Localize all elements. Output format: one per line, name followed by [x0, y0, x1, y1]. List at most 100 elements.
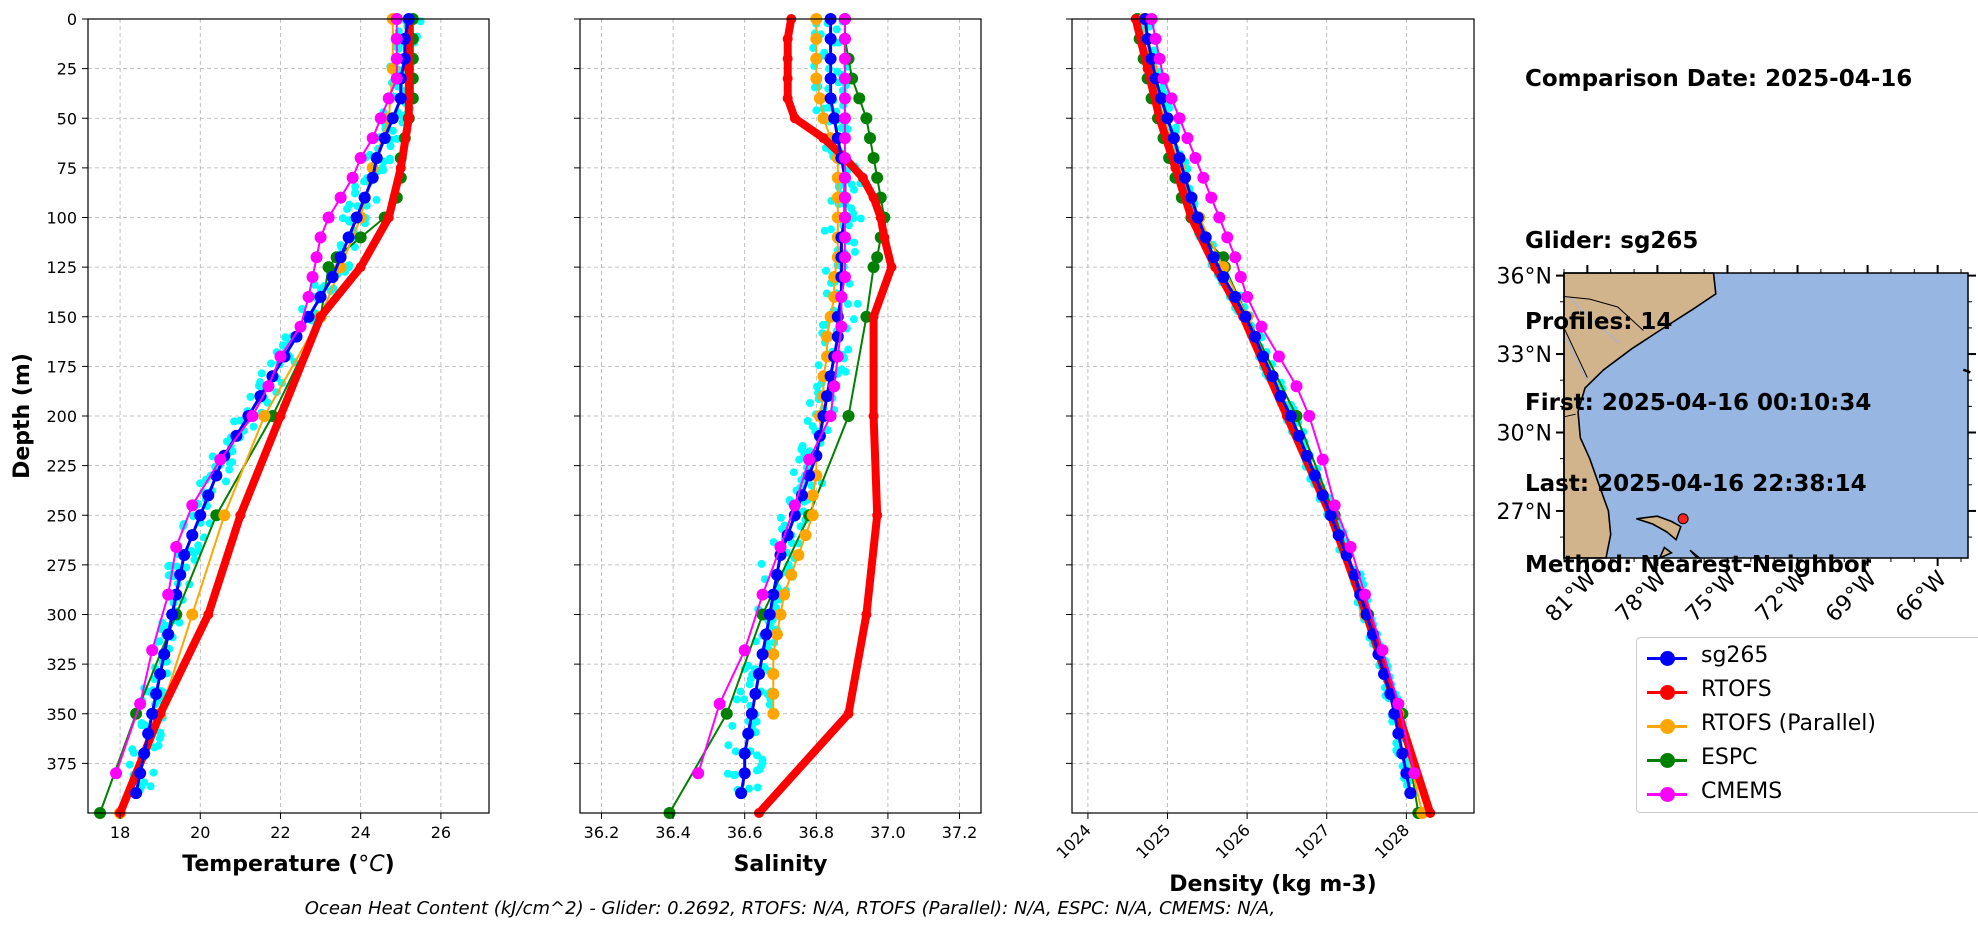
unit: °C	[358, 852, 385, 877]
glider-point	[814, 361, 823, 370]
y-tick-label: 25	[57, 60, 77, 79]
glider-point	[172, 562, 181, 571]
data-point	[745, 707, 758, 720]
data-point	[770, 628, 783, 641]
data-point	[749, 687, 762, 700]
legend-marker	[1660, 651, 1675, 666]
x-axis-label: Salinity	[734, 852, 828, 877]
data-point	[274, 350, 287, 363]
data-point	[738, 747, 751, 760]
data-point	[1332, 529, 1345, 542]
data-point	[174, 568, 187, 581]
x-tick-label: 1028	[1371, 820, 1413, 862]
data-point	[868, 192, 879, 203]
glider-point	[351, 188, 360, 197]
data-point	[875, 212, 886, 223]
data-point	[774, 608, 787, 621]
glider-point	[723, 769, 732, 778]
x-tick-label: 1027	[1291, 820, 1333, 862]
glider-point	[249, 422, 258, 431]
glider-point	[345, 263, 354, 272]
glider-point	[789, 468, 798, 477]
legend-label: RTOFS (Parallel)	[1701, 711, 1876, 736]
glider-point	[826, 225, 835, 234]
data-point	[860, 112, 873, 125]
data-point	[778, 588, 791, 601]
glider-point	[787, 539, 796, 548]
data-point	[194, 509, 207, 522]
x-axis-label: Density (kg m-3)	[1169, 872, 1377, 897]
data-point	[1392, 697, 1405, 710]
data-point	[138, 747, 151, 760]
data-point	[1161, 112, 1174, 125]
data-point	[1292, 429, 1305, 442]
river	[1565, 338, 1588, 381]
glider-point	[141, 721, 150, 730]
data-point	[1303, 410, 1316, 422]
glider-point	[746, 675, 755, 684]
data-point	[843, 708, 854, 719]
profile-count: Profiles: 14	[1525, 309, 1673, 335]
data-point	[1316, 489, 1329, 502]
data-point	[142, 727, 155, 740]
info-panel: Comparison Date: 2025-04-16 Glider: sg26…	[1525, 12, 1912, 606]
glider-point	[146, 782, 155, 791]
data-point	[158, 648, 171, 661]
data-point	[235, 510, 246, 521]
data-point	[835, 320, 848, 333]
data-point	[1170, 162, 1181, 173]
data-point	[378, 132, 391, 145]
glider-point	[795, 455, 804, 464]
data-point	[1384, 687, 1397, 700]
series-line	[119, 19, 394, 814]
data-point	[386, 112, 399, 125]
data-point	[838, 52, 851, 65]
glider-point	[267, 359, 276, 368]
data-point	[1234, 271, 1247, 284]
data-point	[130, 787, 143, 800]
data-point	[838, 72, 851, 85]
data-point	[1181, 132, 1194, 145]
data-point	[358, 191, 371, 204]
data-point	[835, 290, 848, 303]
data-point	[824, 52, 837, 65]
glider-point	[378, 163, 387, 172]
data-point	[1408, 767, 1421, 780]
data-point	[756, 588, 769, 601]
data-point	[1189, 151, 1202, 164]
legend-label: CMEMS	[1701, 779, 1783, 804]
data-point	[738, 767, 751, 780]
data-point	[824, 92, 837, 105]
x-tick-label: 24	[351, 823, 371, 842]
ocean-heat-content: Ocean Heat Content (kJ/cm^2) - Glider: 0…	[304, 898, 1276, 919]
y-tick-label: 375	[46, 754, 77, 773]
data-point	[760, 628, 773, 641]
data-point	[806, 509, 819, 522]
glider-point	[345, 200, 354, 209]
data-point	[1229, 251, 1242, 264]
data-point	[838, 92, 851, 105]
glider-point	[228, 447, 237, 456]
data-point	[258, 410, 271, 422]
data-point	[262, 380, 275, 393]
series-rtofs	[115, 14, 414, 818]
glider-point	[194, 541, 203, 550]
y-tick-label: 125	[46, 258, 77, 277]
data-point	[720, 707, 733, 720]
data-point	[186, 608, 199, 621]
glider-point	[832, 25, 841, 34]
series-line	[134, 18, 411, 794]
glider-point	[736, 687, 745, 696]
glider-point	[182, 563, 191, 572]
legend-label: RTOFS	[1701, 677, 1772, 702]
data-point	[857, 172, 868, 183]
glider-point	[351, 182, 360, 191]
data-point	[1300, 449, 1313, 462]
data-point	[767, 648, 780, 661]
data-point	[1213, 211, 1226, 224]
data-point	[1217, 271, 1230, 284]
y-tick-label: 250	[46, 506, 77, 525]
data-point	[1378, 668, 1391, 681]
glider-point	[129, 748, 138, 757]
x-tick-label: 37.0	[870, 823, 906, 842]
